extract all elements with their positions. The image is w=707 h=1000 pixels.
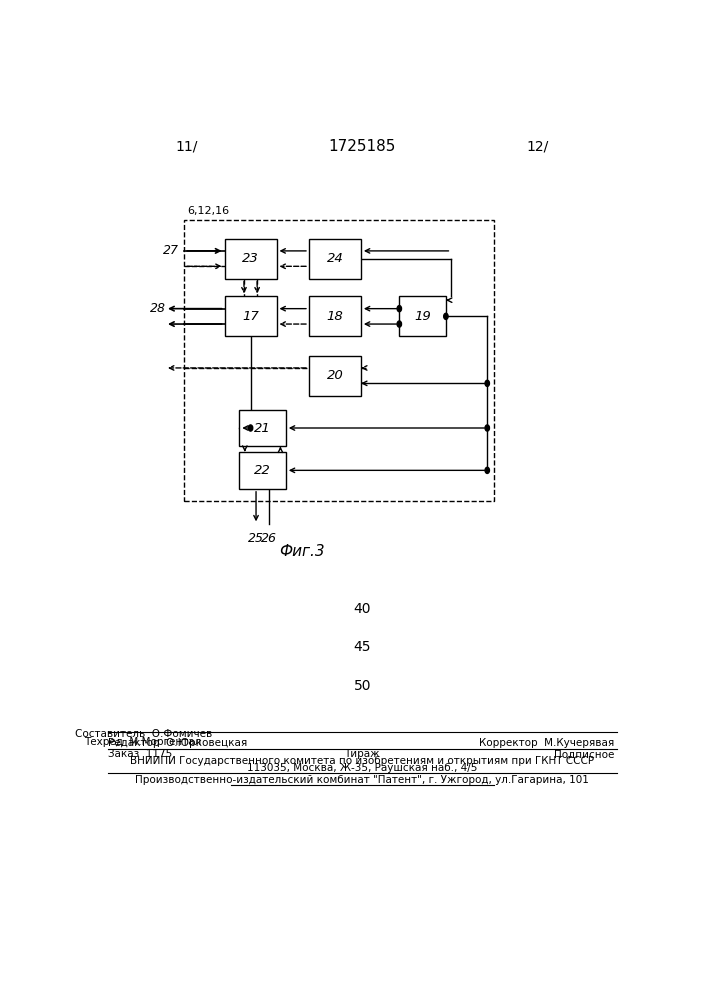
Circle shape [248,425,253,431]
Circle shape [397,321,402,327]
Text: Корректор  М.Кучерявая: Корректор М.Кучерявая [479,738,614,748]
Text: 11/: 11/ [176,139,198,153]
Text: 12/: 12/ [527,139,549,153]
Circle shape [485,380,489,386]
Circle shape [485,425,489,431]
Text: 19: 19 [414,310,431,323]
Text: Тираж: Тираж [344,749,380,759]
Text: Составитель  О.Фомичев: Составитель О.Фомичев [74,729,212,739]
Text: 20: 20 [327,369,344,382]
Bar [240,410,286,446]
Circle shape [444,313,448,319]
Text: 25: 25 [248,532,264,545]
Bar [225,239,276,279]
Bar [399,296,446,336]
Text: 22: 22 [255,464,271,477]
Text: 21: 21 [255,422,271,434]
Text: 6,12,16: 6,12,16 [187,206,229,216]
Text: ВНИИПИ Государственного комитета по изобретениям и открытиям при ГКНТ СССР: ВНИИПИ Государственного комитета по изоб… [130,756,595,766]
Text: 45: 45 [354,640,371,654]
Bar [309,356,361,396]
Bar [240,452,286,489]
Text: 50: 50 [354,679,371,693]
Bar [225,296,276,336]
Text: 23: 23 [243,252,259,265]
Text: 24: 24 [327,252,344,265]
Text: 1725185: 1725185 [329,139,396,154]
Text: 113035, Москва, Ж-35, Раушская наб., 4/5: 113035, Москва, Ж-35, Раушская наб., 4/5 [247,763,477,773]
Bar [309,239,361,279]
Circle shape [397,306,402,312]
Text: 26: 26 [261,532,277,545]
Text: Фиг.3: Фиг.3 [279,544,325,559]
Text: Техред  М.Моргентал: Техред М.Моргентал [85,737,201,747]
Text: Подписное: Подписное [554,749,614,759]
Text: 17: 17 [243,310,259,323]
Text: 18: 18 [327,310,344,323]
Text: 28: 28 [150,302,166,315]
Text: Производственно-издательский комбинат "Патент", г. Ужгород, ул.Гагарина, 101: Производственно-издательский комбинат "П… [136,775,589,785]
Text: 27: 27 [163,244,179,257]
Text: Заказ  1175: Заказ 1175 [107,749,172,759]
Text: Редактор  О.Юрковецкая: Редактор О.Юрковецкая [107,738,247,748]
Bar [185,220,494,501]
Text: 40: 40 [354,602,371,616]
Circle shape [485,467,489,473]
Bar [309,296,361,336]
